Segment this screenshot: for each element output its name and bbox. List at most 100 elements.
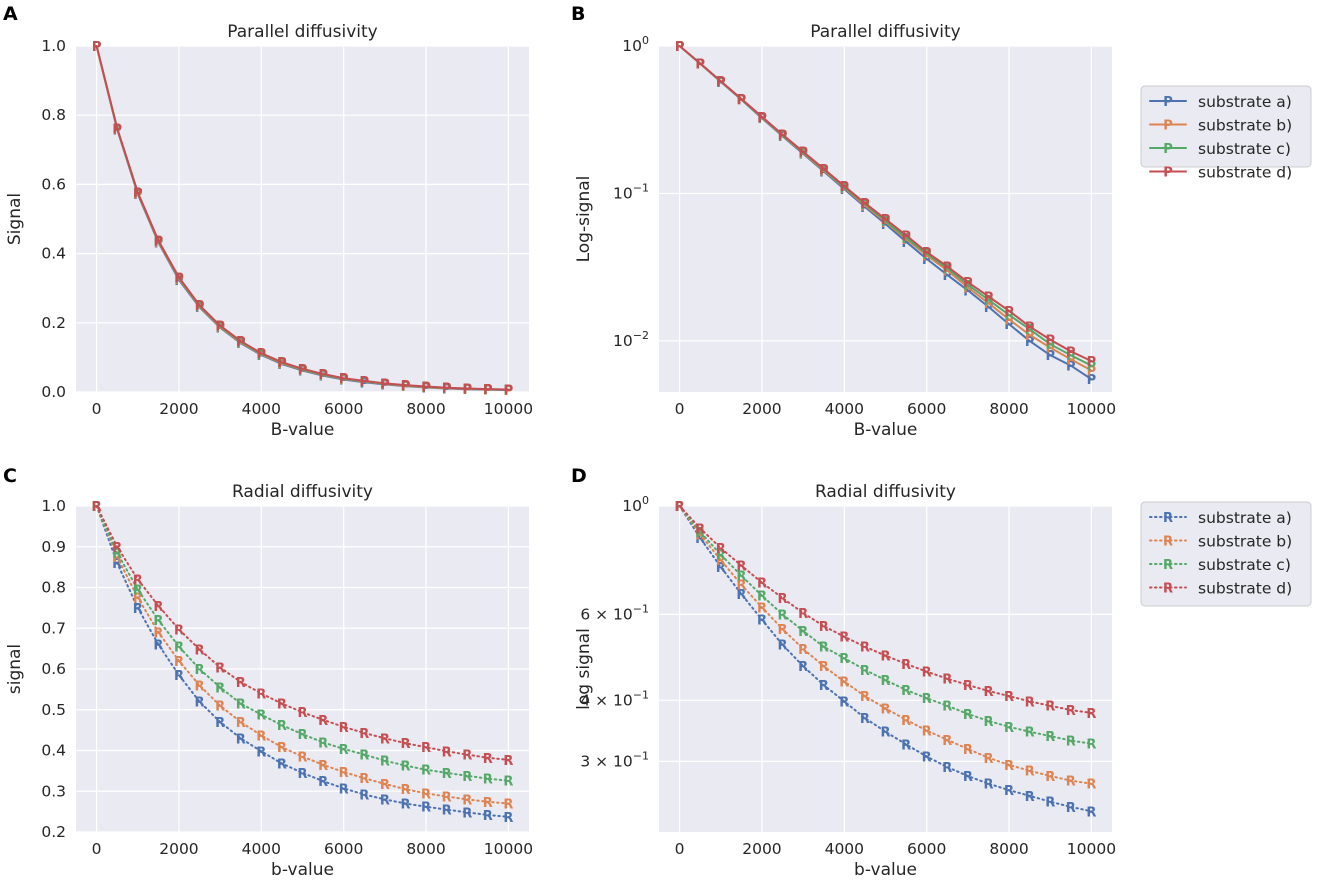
data-point: P (922, 246, 932, 261)
panel-b-grid (659, 45, 1112, 392)
data-point: P (798, 146, 808, 161)
data-point: P (963, 282, 973, 297)
data-point: P (819, 163, 829, 178)
data-point: R (1025, 790, 1035, 805)
series-line (678, 505, 1093, 813)
series-line (678, 505, 1093, 745)
data-point: P (943, 262, 953, 277)
data-point: P (1066, 360, 1076, 375)
data-point: P (819, 165, 829, 180)
data-point: P (1025, 323, 1035, 338)
data-point: R (112, 547, 122, 562)
data-point: P (963, 276, 973, 291)
data-point: P (984, 294, 994, 309)
data-point: P (860, 199, 870, 214)
data-point: P (462, 382, 472, 397)
data-point: P (215, 320, 225, 335)
data-point: R (716, 554, 726, 569)
x-tick-label: 0 (675, 400, 685, 418)
data-point: P (92, 40, 102, 55)
panel-c-y-ticks: 0.2 0.3 0.4 0.5 0.6 0.7 0.8 0.9 1.0 (41, 497, 66, 841)
panel-d-chart: 0 2000 4000 6000 8000 10000 100 6 × 10−1 4 × 10… (574, 482, 1116, 880)
data-point: R (153, 614, 163, 629)
x-tick-label: 4000 (242, 840, 281, 858)
y-tick-label: 0.4 (41, 245, 66, 263)
x-tick-label: 2000 (742, 400, 781, 418)
x-tick-label: 6000 (324, 400, 363, 418)
data-point: P (716, 76, 726, 91)
data-point: P (695, 58, 705, 73)
panel-b-y-label: Log-signal (574, 176, 594, 263)
data-point: R (442, 745, 452, 760)
data-point: R (880, 726, 890, 741)
data-point: P (442, 382, 452, 397)
legend-marker: R (1163, 558, 1173, 573)
data-point: R (359, 727, 369, 742)
data-point: R (819, 679, 829, 694)
data-point: R (483, 796, 493, 811)
panel-a-y-ticks: 0.0 0.2 0.4 0.6 0.8 1.0 (41, 37, 66, 401)
data-point: P (757, 111, 767, 126)
data-point: R (942, 700, 952, 715)
panel-letter-a: A (3, 3, 18, 25)
data-point: R (963, 770, 973, 785)
data-point: P (257, 348, 267, 363)
data-point: P (277, 356, 287, 371)
panel-a-x-label: B-value (271, 420, 335, 440)
panel-d-x-label: b-value (854, 860, 917, 880)
data-point: P (195, 301, 205, 316)
data-point: P (483, 383, 493, 398)
data-point: R (1045, 730, 1055, 745)
data-point: P (318, 368, 328, 383)
data-point: R (860, 641, 870, 656)
data-point: R (901, 684, 911, 699)
y-tick-label: 3 × 10−1 (580, 749, 649, 770)
x-tick-label: 4000 (825, 840, 864, 858)
y-tick-label: 10−2 (613, 329, 649, 350)
data-point: P (236, 337, 246, 352)
data-point: P (462, 383, 472, 398)
data-point: P (1045, 338, 1055, 353)
legend-label: substrate b) (1198, 533, 1292, 551)
data-point: P (380, 378, 390, 393)
data-point: R (839, 695, 849, 710)
data-point: P (298, 365, 308, 380)
data-point: R (318, 775, 328, 790)
data-point: R (922, 724, 932, 739)
x-tick-label: 4000 (825, 400, 864, 418)
data-point: R (819, 620, 829, 635)
y-tick-label: 0.0 (41, 383, 66, 401)
data-point: P (462, 383, 472, 398)
panel-c-x-ticks: 0 2000 4000 6000 8000 10000 (92, 840, 533, 858)
data-point: R (503, 811, 513, 826)
data-point: P (695, 57, 705, 72)
data-point: R (339, 743, 349, 758)
data-point: R (675, 500, 685, 515)
data-point: P (840, 182, 850, 197)
legend-marker: P (1163, 119, 1173, 134)
data-point: P (112, 122, 122, 137)
data-point: P (339, 372, 349, 387)
data-point: P (154, 234, 164, 249)
data-point: R (215, 700, 225, 715)
x-tick-label: 0 (92, 400, 102, 418)
legend-radial-frame (1140, 501, 1312, 607)
y-tick-label: 100 (622, 494, 649, 515)
legend-marker: R (1163, 535, 1173, 550)
data-point: R (215, 681, 225, 696)
legend-marker: P (1163, 95, 1173, 110)
data-point: R (174, 669, 184, 684)
y-tick-label: 100 (622, 34, 649, 55)
data-point: P (339, 374, 349, 389)
data-point: P (421, 381, 431, 396)
data-point: R (1004, 784, 1014, 799)
panel-b-series: PPPPPPPPPPPPPPPPPPPPPPPPPPPPPPPPPPPPPPPP… (675, 40, 1096, 388)
data-point: P (1045, 342, 1055, 357)
legend-label: substrate c) (1198, 556, 1291, 574)
data-point: P (174, 273, 184, 288)
data-point: P (318, 369, 328, 384)
